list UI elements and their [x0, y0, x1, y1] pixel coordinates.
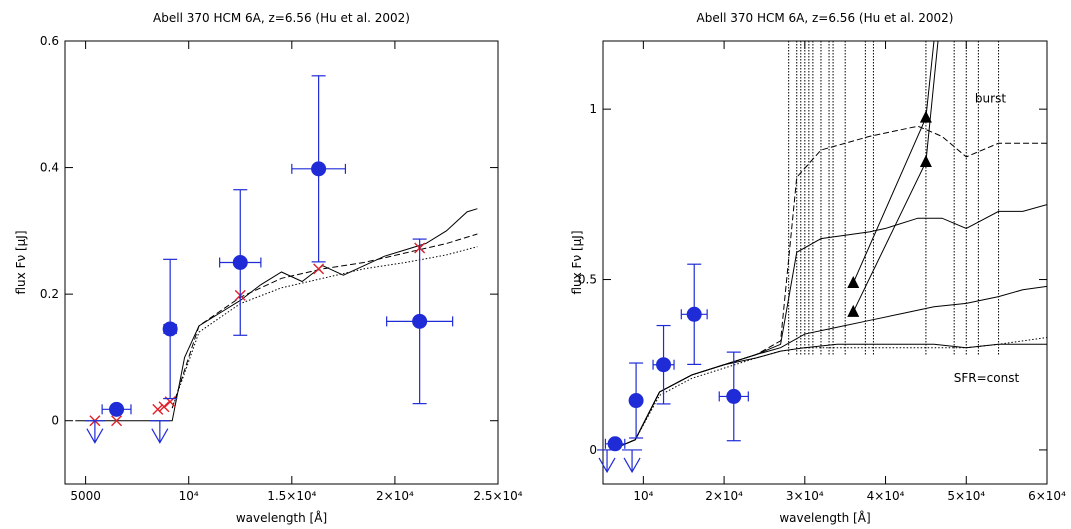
- upper-limit-arrow: [623, 457, 641, 474]
- observed-flux-point: [109, 401, 125, 417]
- model-curve-solid: [610, 285, 1047, 451]
- x-tick-label: 2×10⁴: [376, 489, 414, 503]
- annotation-label: burst: [975, 91, 1006, 105]
- plot-frame: [64, 40, 499, 485]
- x-axis-label: wavelength [Å]: [236, 510, 327, 525]
- model-curve-dotted: [610, 336, 1047, 451]
- model-curve-dotted: [171, 246, 478, 409]
- y-tick-label: 0.4: [40, 161, 59, 175]
- color-track-line: [852, 41, 939, 313]
- triangle-marker: [847, 275, 860, 288]
- model-curve-dashed: [171, 233, 478, 409]
- model-flux-cross: [313, 263, 325, 275]
- y-axis-label: flux Fν [μJ]: [570, 230, 584, 294]
- y-tick-label: 0.2: [40, 287, 59, 301]
- observed-flux-point: [412, 313, 428, 329]
- observed-flux-point: [726, 388, 742, 404]
- observed-flux-point: [628, 393, 644, 409]
- observed-flux-point: [656, 357, 672, 373]
- annotation-label: SFR=const: [954, 371, 1020, 385]
- x-tick-label: 4×10⁴: [867, 489, 905, 503]
- model-flux-cross: [158, 401, 170, 413]
- observed-flux-point: [162, 321, 178, 337]
- triangle-marker: [919, 110, 932, 123]
- model-flux-cross: [111, 415, 123, 427]
- y-tick-label: 0: [51, 414, 59, 428]
- y-tick-label: 0.5: [578, 273, 597, 287]
- x-tick-label: 10⁴: [179, 489, 199, 503]
- model-curve-solid: [75, 208, 478, 422]
- observed-flux-point: [686, 306, 702, 322]
- x-tick-label: 2×10⁴: [705, 489, 743, 503]
- triangle-marker: [847, 304, 860, 317]
- upper-limit-arrow: [598, 457, 616, 474]
- y-tick-label: 0.6: [40, 34, 59, 48]
- x-tick-label: 6×10⁴: [1028, 489, 1066, 503]
- x-tick-label: 10⁴: [633, 489, 653, 503]
- plot-area: [610, 41, 1047, 451]
- x-tick-label: 1.5×10⁴: [267, 489, 316, 503]
- triangle-marker: [919, 154, 932, 167]
- y-tick-label: 1: [589, 102, 597, 116]
- observed-flux-point: [311, 161, 327, 177]
- x-tick-label: 2.5×10⁴: [473, 489, 522, 503]
- right-panel: Abell 370 HCM 6A, z=6.56 (Hu et al. 2002…: [570, 11, 1066, 525]
- y-axis-label: flux Fν [μJ]: [14, 230, 28, 294]
- upper-limit-arrow: [151, 428, 169, 444]
- left-panel: Abell 370 HCM 6A, z=6.56 (Hu et al. 2002…: [14, 11, 523, 525]
- model-curve-solid: [610, 343, 1047, 451]
- plot-area: [75, 208, 478, 427]
- y-tick-label: 0: [589, 443, 597, 457]
- upper-limit-arrow: [86, 428, 104, 444]
- model-flux-cross: [152, 403, 164, 415]
- chart-title: Abell 370 HCM 6A, z=6.56 (Hu et al. 2002…: [153, 11, 410, 25]
- x-axis-label: wavelength [Å]: [779, 510, 870, 525]
- plot-frame: [602, 40, 1048, 485]
- x-tick-label: 5000: [70, 489, 101, 503]
- x-tick-label: 5×10⁴: [947, 489, 985, 503]
- x-tick-label: 3×10⁴: [786, 489, 824, 503]
- observed-flux-point: [232, 255, 248, 270]
- observed-flux-point: [607, 436, 623, 452]
- chart-title: Abell 370 HCM 6A, z=6.56 (Hu et al. 2002…: [697, 11, 954, 25]
